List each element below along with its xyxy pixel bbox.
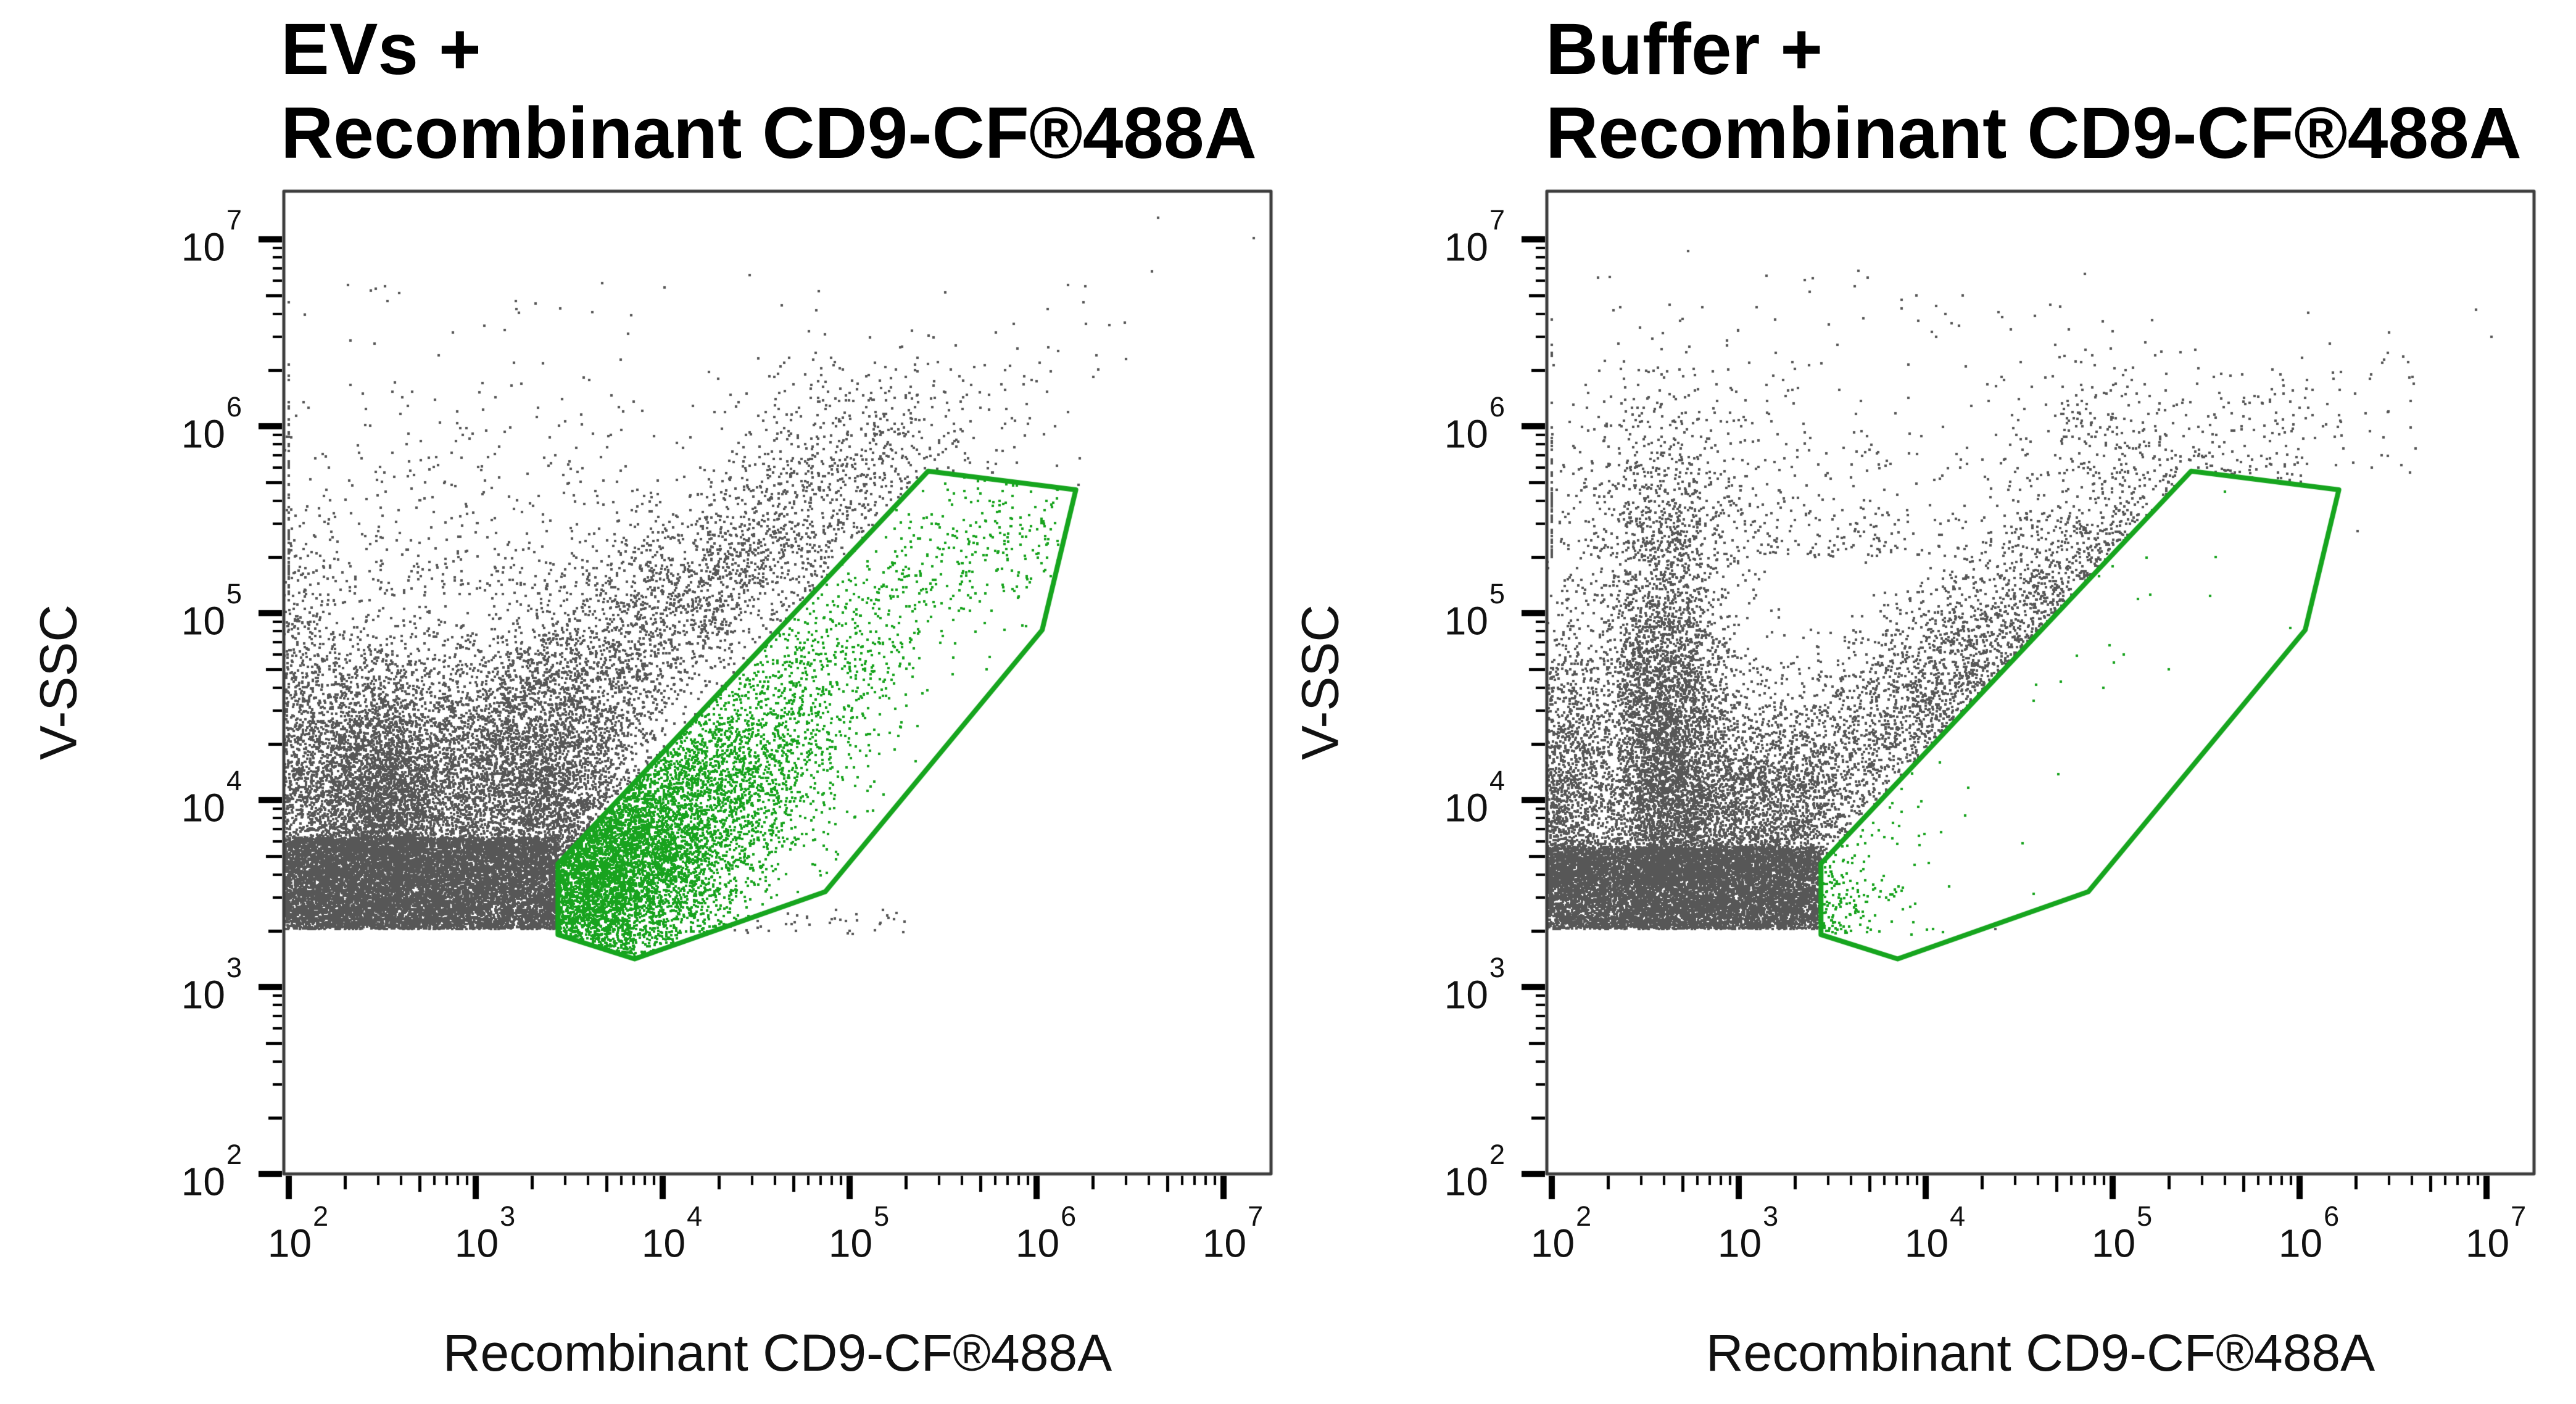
panel-title-line1: Buffer +	[1546, 9, 1823, 90]
x-tick-label: 105	[2091, 1200, 2153, 1266]
y-tick-label: 103	[181, 952, 242, 1017]
y-tick-label: 104	[181, 765, 242, 830]
y-tick-label: 102	[181, 1139, 242, 1204]
y-tick-label: 104	[1444, 765, 1505, 830]
y-axis-title-left: V-SSC	[29, 604, 88, 761]
panel-title-line2: Recombinant CD9-CF®488A	[281, 93, 1257, 174]
panel-title-line1: EVs +	[281, 9, 481, 90]
y-tick-label: 105	[181, 578, 242, 643]
y-tick-label: 103	[1444, 952, 1505, 1017]
x-tick-label: 102	[1530, 1200, 1592, 1266]
x-tick-label: 104	[641, 1200, 703, 1266]
panel-title-buffer: Buffer + Recombinant CD9-CF®488A	[1546, 7, 2522, 175]
x-axis-title-left: Recombinant CD9-CF®488A	[442, 1324, 1112, 1382]
y-tick-label: 107	[181, 204, 242, 270]
panel-title-line2: Recombinant CD9-CF®488A	[1546, 93, 2522, 174]
y-tick-label: 105	[1444, 578, 1505, 643]
panel-title-evs: EVs + Recombinant CD9-CF®488A	[281, 7, 1257, 175]
y-tick-label: 102	[1444, 1139, 1505, 1204]
x-tick-label: 105	[828, 1200, 890, 1266]
x-axis-title-right: Recombinant CD9-CF®488A	[1705, 1324, 2375, 1382]
y-tick-label: 106	[1444, 391, 1505, 456]
y-tick-label: 106	[181, 391, 242, 456]
x-tick-label: 103	[1717, 1200, 1779, 1266]
y-axis-title-right: V-SSC	[1291, 604, 1349, 761]
x-tick-label: 106	[1015, 1200, 1077, 1266]
x-tick-label: 102	[267, 1200, 329, 1266]
x-tick-label: 104	[1904, 1200, 1966, 1266]
y-tick-label: 107	[1444, 204, 1505, 270]
x-tick-label: 107	[1202, 1200, 1264, 1266]
x-tick-label: 103	[454, 1200, 516, 1266]
x-tick-label: 106	[2278, 1200, 2340, 1266]
x-tick-label: 107	[2465, 1200, 2527, 1266]
